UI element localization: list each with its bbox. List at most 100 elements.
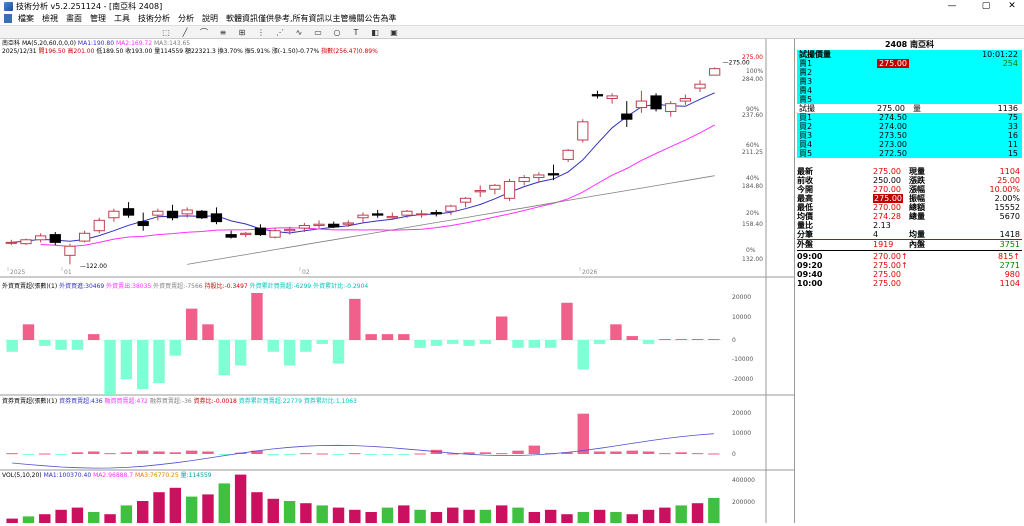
bids-list: 買1 274.50 75 買2 274.00 33 買3 273.50 16 買4 273.00 11… xyxy=(797,113,1022,158)
candle-body xyxy=(577,121,589,141)
foreign-bar xyxy=(71,340,84,350)
margin-bar xyxy=(251,450,263,454)
volume-bar xyxy=(512,507,524,523)
bid-row: 買3 273.50 16 xyxy=(797,131,1022,140)
menu-help[interactable]: 說明 xyxy=(202,14,218,23)
arc-tool-icon[interactable]: ⌒ xyxy=(200,27,208,37)
line-tool-icon[interactable]: ╱ xyxy=(182,27,188,37)
ask-qty: 254 xyxy=(1002,59,1018,68)
menu-view[interactable]: 檢視 xyxy=(42,14,58,23)
save-icon[interactable]: ▣ xyxy=(390,27,398,37)
margin-axis-label: 0 xyxy=(732,451,736,458)
foreign-header: 外資買賣超(張數)(1) 外資買進:30469 外資賣出:38035 外資買賣超… xyxy=(2,283,368,290)
ma-params: MA(5,20,60,0,0,0) xyxy=(21,40,76,47)
volume-bar xyxy=(610,512,622,523)
vol-ma-line xyxy=(12,433,714,469)
price-axis-label: 60% xyxy=(746,142,760,149)
volume-bar xyxy=(463,509,475,523)
menu-screen[interactable]: 畫面 xyxy=(66,14,82,23)
volume-bar xyxy=(479,509,492,523)
wave-tool-icon[interactable]: ∿ xyxy=(295,27,303,37)
amount-value: 額22321.3 xyxy=(185,48,216,55)
maximize-icon[interactable]: ▢ xyxy=(981,1,991,11)
candle-body xyxy=(547,173,560,176)
margin-bar xyxy=(300,453,312,455)
close-icon[interactable]: ✕ xyxy=(1008,1,1016,11)
volume-bar xyxy=(626,514,638,523)
volume-bar xyxy=(267,498,279,523)
bid-qty: 11 xyxy=(1007,140,1018,149)
ask-row: 賣1 275.00 254 xyxy=(797,59,1022,68)
select-tool-icon[interactable]: ⬚ xyxy=(162,27,170,37)
stat-value2: 1104 xyxy=(999,167,1020,176)
candle-body xyxy=(430,212,442,215)
minimize-icon[interactable]: — xyxy=(947,1,957,11)
foreign-bar xyxy=(349,298,361,340)
stat-label: 最高 xyxy=(797,194,813,203)
ma20-line xyxy=(40,124,715,248)
candle-body xyxy=(284,228,296,232)
margin-bar xyxy=(104,453,116,455)
bid-label: 買1 xyxy=(799,113,813,122)
price-axis-label: 100% xyxy=(746,68,763,75)
stat-label2: 總量 xyxy=(909,212,925,221)
stat-value: 270.00 xyxy=(873,203,901,212)
bid-price: 272.50 xyxy=(879,149,907,158)
candle-body xyxy=(503,180,516,199)
ask-label: 賣3 xyxy=(799,77,813,86)
foreign-bar xyxy=(6,340,18,352)
match-label: 試撮 xyxy=(799,104,815,113)
gann-tool-icon[interactable]: ⊞ xyxy=(238,27,246,37)
margin-bar xyxy=(22,454,35,455)
rect-tool-icon[interactable]: ▭ xyxy=(314,27,322,37)
candle-body xyxy=(35,235,47,241)
margin-ratio: 資券比:-0.0018 xyxy=(193,398,237,405)
quote-panel: 2408 南亞科 試撮價量 10:01:22 賣1 275.00 254 賣2 賣3 賣4… xyxy=(794,39,1024,523)
foreign-net: 外資買賣超:-7566 xyxy=(153,283,203,290)
fibonacci-tool-icon[interactable]: ⋮ xyxy=(257,27,265,37)
circle-tool-icon[interactable]: ○ xyxy=(333,27,341,37)
foreign-bar xyxy=(659,339,671,341)
candle-body xyxy=(533,174,545,179)
fan-tool-icon[interactable]: ⋰ xyxy=(276,27,284,37)
margin-bar xyxy=(691,453,704,455)
x-axis-label: 02 xyxy=(302,269,310,276)
chart-canvas[interactable]: 275.00 100%284.00 90%237.60 60%211.25 40%184… xyxy=(0,39,794,523)
foreign-bar xyxy=(414,340,426,348)
tick-time: 09:40 xyxy=(797,270,823,279)
menu-analysis[interactable]: 分析 xyxy=(178,14,194,23)
order-book: 試撮價量 10:01:22 賣1 275.00 254 賣2 賣3 賣4 賣5 試撮 275… xyxy=(797,50,1022,158)
volume-bar xyxy=(593,509,606,523)
text-tool-icon[interactable]: T xyxy=(353,27,359,37)
menu-tools[interactable]: 工具 xyxy=(114,14,130,23)
volume-bar xyxy=(349,509,361,523)
price-axis-label: 237.60 xyxy=(742,112,763,119)
menu-file[interactable]: 檔案 xyxy=(18,14,34,23)
margin-net: 資券買賣超:436 xyxy=(59,398,103,405)
tick-price: 275.00 xyxy=(873,279,901,288)
section-row: 試撮價量 10:01:22 xyxy=(797,50,1022,59)
match-qty: 1136 xyxy=(997,104,1018,113)
stat-row: 前收 250.00 漲跌 25.00 xyxy=(795,176,1024,185)
candle-body xyxy=(606,95,618,99)
volume-bar xyxy=(120,505,133,523)
tick-qty: 815↑ xyxy=(998,252,1020,261)
stat-value: 275.00 xyxy=(873,167,901,176)
volume-bar xyxy=(414,509,426,523)
title-bar: 技術分析 v5.2.251124 - [南亞科 2408] — ▢ ✕ xyxy=(0,0,1024,12)
menu-manage[interactable]: 管理 xyxy=(90,14,106,23)
candle-body xyxy=(254,227,267,236)
volume-bar xyxy=(55,509,67,523)
menu-technical[interactable]: 技術分析 xyxy=(138,14,170,23)
color-picker-icon[interactable]: ◧ xyxy=(371,27,379,37)
volume-bar xyxy=(104,514,116,523)
price-axis-label: 132.00 xyxy=(742,256,763,263)
bid-row: 買1 274.50 75 xyxy=(797,113,1022,122)
margin-bar xyxy=(642,451,655,454)
margin-bar xyxy=(202,451,214,454)
margin-bar xyxy=(267,454,279,456)
vol-current: 量:114559 xyxy=(180,472,212,479)
parallel-tool-icon[interactable]: ≡ xyxy=(219,27,227,37)
bid-price: 274.00 xyxy=(879,122,907,131)
foreign-bar xyxy=(544,340,557,348)
